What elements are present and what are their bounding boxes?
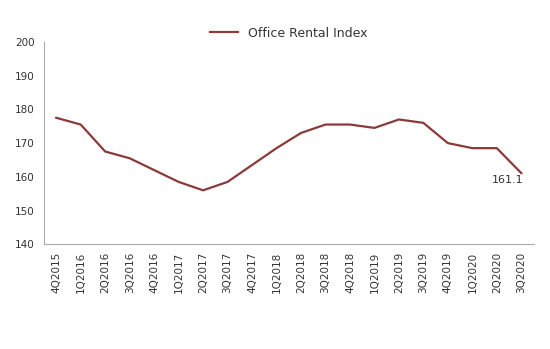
Office Rental Index bbox=[444, 141, 451, 145]
Office Rental Index bbox=[420, 121, 427, 125]
Line: Office Rental Index: Office Rental Index bbox=[56, 118, 521, 190]
Office Rental Index bbox=[151, 168, 157, 172]
Office Rental Index bbox=[249, 163, 255, 167]
Office Rental Index bbox=[371, 126, 378, 130]
Office Rental Index bbox=[53, 116, 59, 120]
Office Rental Index bbox=[200, 188, 206, 192]
Office Rental Index bbox=[78, 122, 84, 127]
Office Rental Index bbox=[322, 122, 329, 127]
Office Rental Index bbox=[493, 146, 500, 150]
Office Rental Index bbox=[126, 156, 133, 161]
Office Rental Index bbox=[298, 131, 304, 135]
Office Rental Index bbox=[395, 117, 402, 121]
Office Rental Index bbox=[224, 180, 231, 184]
Office Rental Index bbox=[518, 171, 525, 175]
Text: 161.1: 161.1 bbox=[492, 174, 524, 185]
Office Rental Index bbox=[175, 180, 182, 184]
Office Rental Index bbox=[102, 149, 108, 154]
Office Rental Index bbox=[273, 146, 280, 150]
Legend: Office Rental Index: Office Rental Index bbox=[205, 22, 372, 45]
Office Rental Index bbox=[346, 122, 353, 127]
Office Rental Index bbox=[469, 146, 476, 150]
